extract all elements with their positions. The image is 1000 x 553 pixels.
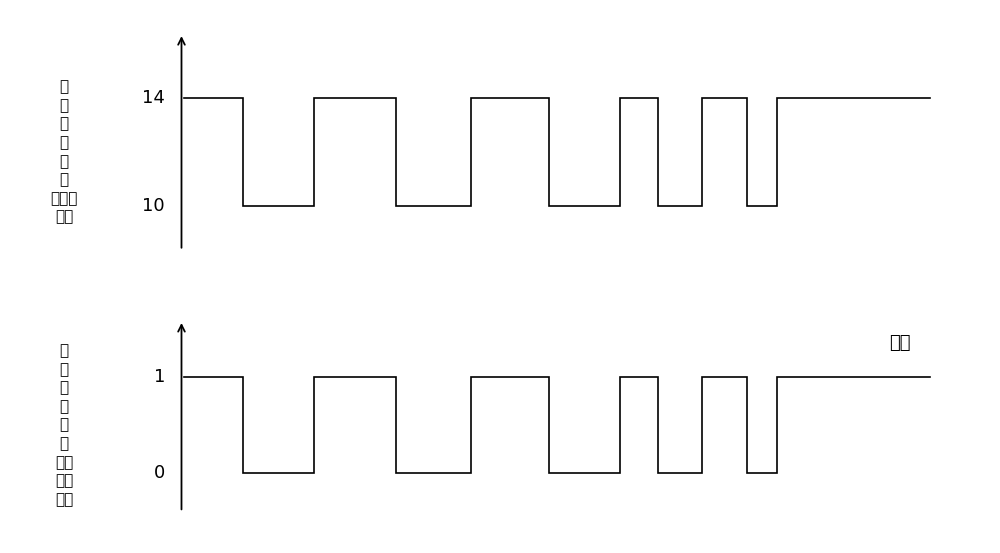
Text: 时间: 时间 <box>890 334 911 352</box>
Text: 0: 0 <box>154 464 165 482</box>
Text: 蓄
电
池
直
流
充
电机
控制
状态: 蓄 电 池 直 流 充 电机 控制 状态 <box>55 343 73 507</box>
Text: 10: 10 <box>142 197 165 215</box>
Text: 14: 14 <box>142 89 165 107</box>
Text: 1: 1 <box>154 368 165 387</box>
Text: 低
压
蓄
电
池
电
压（伏
特）: 低 压 蓄 电 池 电 压（伏 特） <box>51 79 78 225</box>
